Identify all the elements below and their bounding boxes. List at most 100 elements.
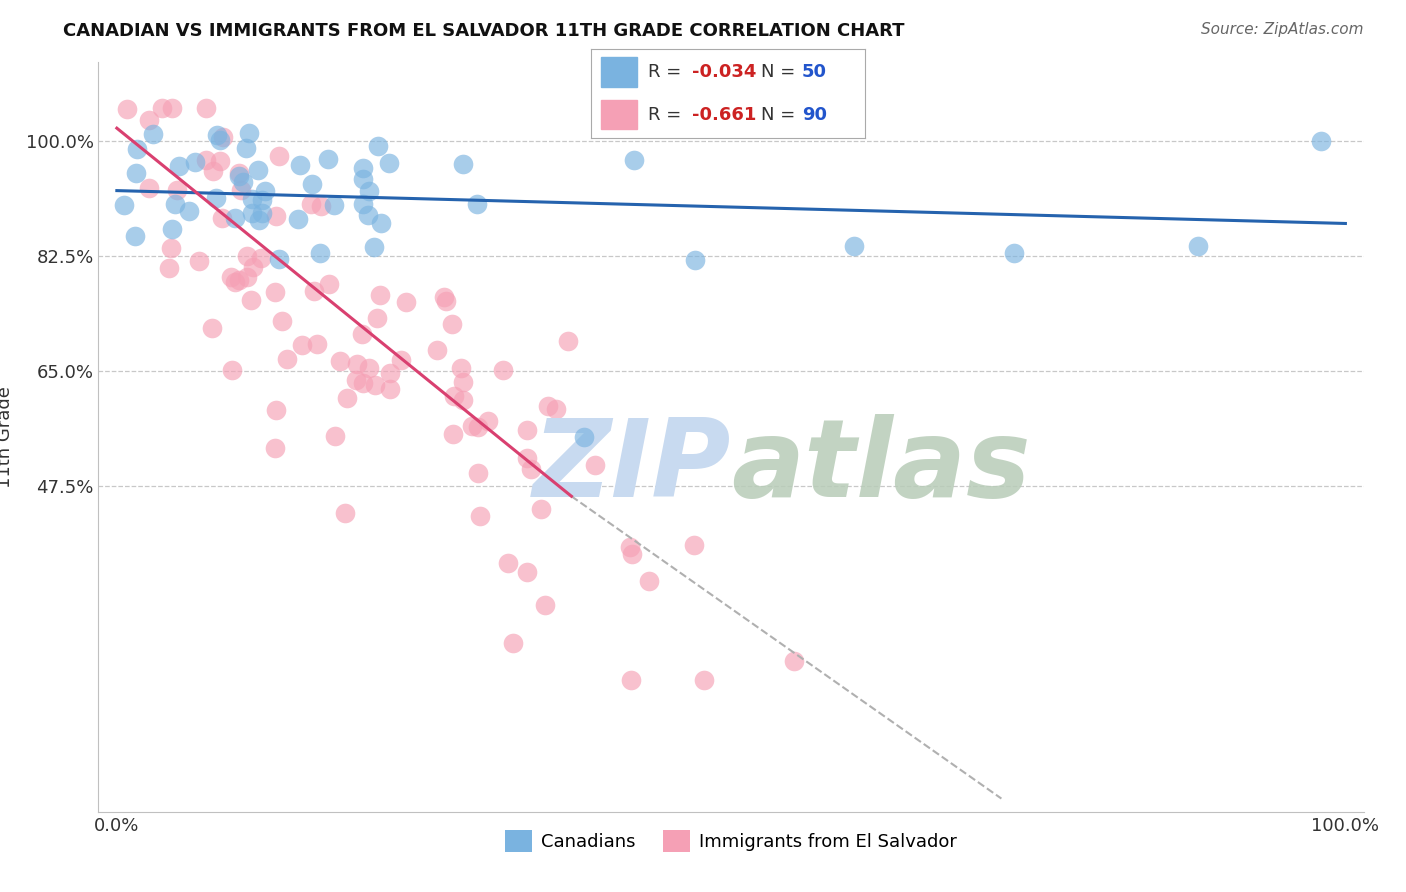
Point <box>238 126 260 140</box>
Point <box>534 598 557 612</box>
Point <box>124 228 146 243</box>
Point <box>1002 246 1025 260</box>
Point <box>389 352 412 367</box>
Point <box>434 293 457 308</box>
Point <box>352 197 374 211</box>
Point <box>228 169 250 184</box>
Point <box>470 509 492 524</box>
Text: -0.034: -0.034 <box>692 62 756 81</box>
Point <box>357 184 380 198</box>
Point <box>291 338 314 352</box>
Point <box>335 506 357 520</box>
Point <box>426 343 449 357</box>
Point <box>240 192 263 206</box>
Point <box>207 128 229 143</box>
Point <box>208 133 231 147</box>
Point <box>219 270 242 285</box>
Point <box>352 376 374 390</box>
Point <box>301 178 323 192</box>
Point <box>221 363 243 377</box>
Point <box>252 193 274 207</box>
Point <box>142 127 165 141</box>
Point <box>451 156 474 170</box>
Point <box>183 155 205 169</box>
Point <box>224 275 246 289</box>
Point <box>363 240 385 254</box>
Point <box>308 245 330 260</box>
Point <box>465 196 488 211</box>
Point <box>179 203 201 218</box>
Point <box>224 211 246 226</box>
Point <box>359 360 381 375</box>
Point <box>467 420 489 434</box>
Point <box>683 252 706 267</box>
Point <box>287 212 309 227</box>
Point <box>502 635 524 649</box>
Point <box>138 112 160 127</box>
Point <box>329 354 352 368</box>
Point <box>693 673 716 688</box>
Point <box>344 373 367 387</box>
Bar <box>602 57 637 87</box>
Point <box>530 501 553 516</box>
Point <box>276 351 298 366</box>
Point <box>264 209 287 223</box>
Point <box>1309 134 1331 148</box>
Point <box>240 293 263 308</box>
Point <box>516 423 538 437</box>
Point <box>583 458 606 472</box>
Point <box>498 556 520 570</box>
Point <box>557 334 579 349</box>
Bar <box>602 100 637 129</box>
Point <box>250 251 273 265</box>
Point <box>240 206 263 220</box>
Point <box>520 462 543 476</box>
Point <box>492 363 515 377</box>
Point <box>364 377 387 392</box>
Point <box>318 277 340 291</box>
Point <box>160 221 183 235</box>
Point <box>441 426 464 441</box>
Point <box>157 261 180 276</box>
Point <box>842 239 865 253</box>
Point <box>323 198 346 212</box>
Point <box>125 166 148 180</box>
Point <box>1187 239 1209 253</box>
Point <box>247 162 270 177</box>
Point <box>346 357 368 371</box>
Point <box>352 172 374 186</box>
Text: CANADIAN VS IMMIGRANTS FROM EL SALVADOR 11TH GRADE CORRELATION CHART: CANADIAN VS IMMIGRANTS FROM EL SALVADOR … <box>63 22 905 40</box>
Point <box>299 196 322 211</box>
Point <box>228 166 250 180</box>
Point <box>395 294 418 309</box>
Point <box>443 388 465 402</box>
Point <box>368 287 391 301</box>
Point <box>451 375 474 389</box>
Point <box>619 540 641 554</box>
Point <box>112 198 135 212</box>
Point <box>516 450 538 465</box>
Point <box>235 141 257 155</box>
Point <box>269 252 291 267</box>
Point <box>267 149 290 163</box>
Point <box>450 361 472 376</box>
Point <box>270 314 292 328</box>
Point <box>232 175 254 189</box>
Text: ZIP: ZIP <box>533 414 731 520</box>
Point <box>352 161 374 175</box>
Point <box>167 160 190 174</box>
Point <box>546 401 568 416</box>
Text: N =: N = <box>761 62 800 81</box>
Text: 50: 50 <box>801 62 827 81</box>
Point <box>115 102 138 116</box>
Point <box>209 154 232 169</box>
Point <box>477 414 499 428</box>
Point <box>254 184 277 198</box>
Point <box>236 249 259 263</box>
Point <box>378 382 401 396</box>
Point <box>127 143 149 157</box>
Point <box>194 102 217 116</box>
Point <box>263 441 285 455</box>
Point <box>370 216 392 230</box>
Point <box>516 565 538 579</box>
